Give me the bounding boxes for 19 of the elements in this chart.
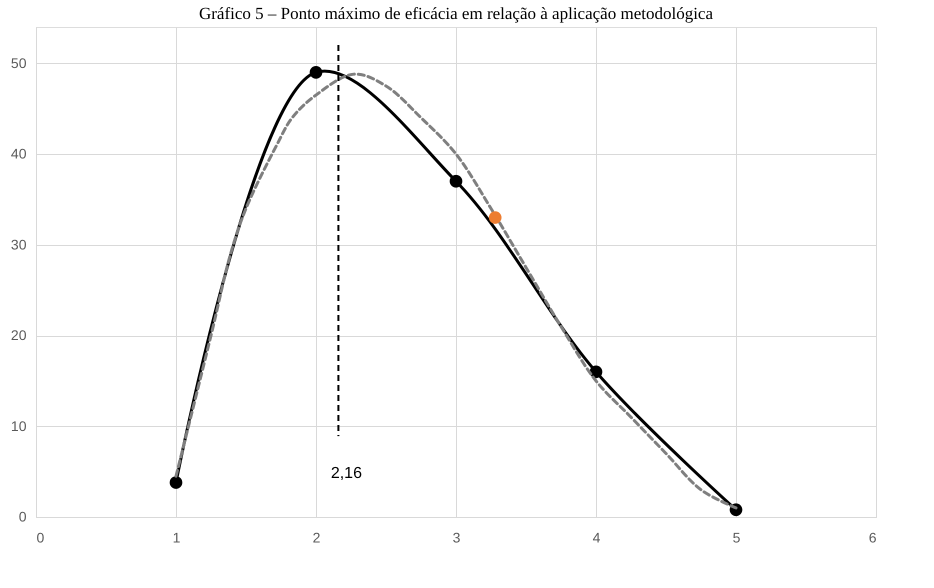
point [310,66,322,79]
y-tick-label: 0 [18,508,27,524]
x-tick-label: 0 [36,530,44,546]
x-tick-label: 4 [592,530,601,546]
x-tick-label: 3 [452,530,461,546]
point [170,476,182,489]
x-tick-label: 2 [312,530,321,546]
y-tick-label: 40 [10,146,27,162]
y-tick-label: 50 [10,54,27,71]
y-tick-label: 10 [10,418,27,434]
x-tick-label: 5 [732,530,741,546]
point [488,211,502,224]
y-tick-label: 30 [10,236,27,252]
ref-line-label: 2,16 [330,464,362,482]
x-tick-label: 6 [868,530,877,546]
y-tick-label: 20 [10,327,27,344]
x-tick-label: 1 [172,530,181,546]
chart-title: Gráfico 5 – Ponto máximo de eficácia em relação à aplicação metodológica [198,4,714,23]
point [450,174,462,188]
